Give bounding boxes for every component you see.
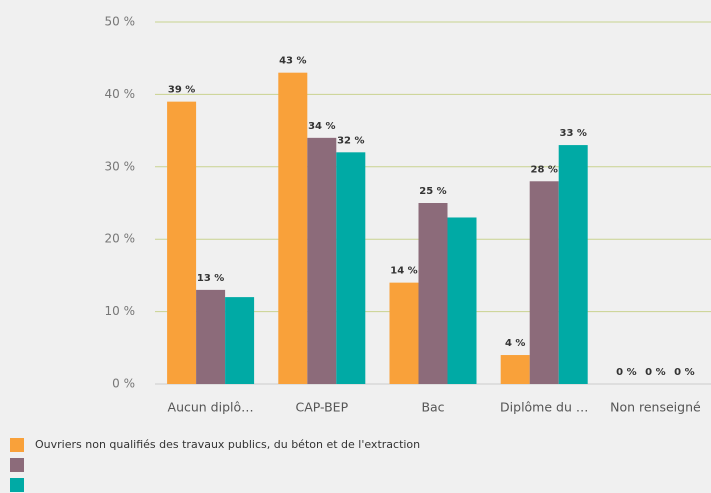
- bar: [447, 217, 477, 384]
- y-tick-label: 10 %: [105, 304, 136, 318]
- data-label: 13 %: [197, 273, 224, 284]
- x-tick-label: Aucun diplô…: [168, 400, 254, 415]
- x-tick-label: CAP-BEP: [295, 400, 348, 415]
- bar: [307, 137, 337, 384]
- x-tick-label: Diplôme du …: [500, 400, 588, 415]
- bar: [558, 145, 588, 384]
- bar: [167, 101, 197, 384]
- y-tick-label: 30 %: [105, 159, 136, 173]
- data-label: 28 %: [530, 164, 557, 175]
- y-tick-label: 20 %: [105, 232, 136, 246]
- bar: [225, 297, 255, 384]
- bar: [500, 355, 530, 384]
- bar: [336, 152, 366, 384]
- data-label: 0 %: [674, 367, 694, 378]
- legend-swatch: [10, 458, 24, 472]
- legend-swatch: [10, 478, 24, 492]
- legend-label: Ouvriers non qualifiés des travaux publi…: [35, 438, 420, 451]
- data-label: 0 %: [645, 367, 665, 378]
- bar: [529, 181, 559, 384]
- bar: [278, 72, 308, 385]
- data-label: 25 %: [419, 186, 446, 197]
- bar: [418, 203, 448, 384]
- x-tick-label: Bac: [421, 400, 444, 415]
- y-tick-label: 0 %: [112, 377, 135, 391]
- bar: [196, 289, 226, 384]
- data-label: 43 %: [279, 56, 306, 67]
- legend-swatch: [10, 438, 24, 452]
- data-label: 4 %: [505, 338, 525, 349]
- data-label: 34 %: [308, 121, 335, 132]
- data-label: 39 %: [168, 85, 195, 96]
- data-label: 33 %: [559, 128, 586, 139]
- y-tick-label: 50 %: [105, 15, 136, 29]
- y-tick-label: 40 %: [105, 87, 136, 101]
- data-label: 0 %: [616, 367, 636, 378]
- data-label: 32 %: [337, 135, 364, 146]
- bar: [389, 282, 419, 384]
- x-tick-label: Non renseigné: [610, 400, 701, 415]
- data-label: 14 %: [390, 266, 417, 277]
